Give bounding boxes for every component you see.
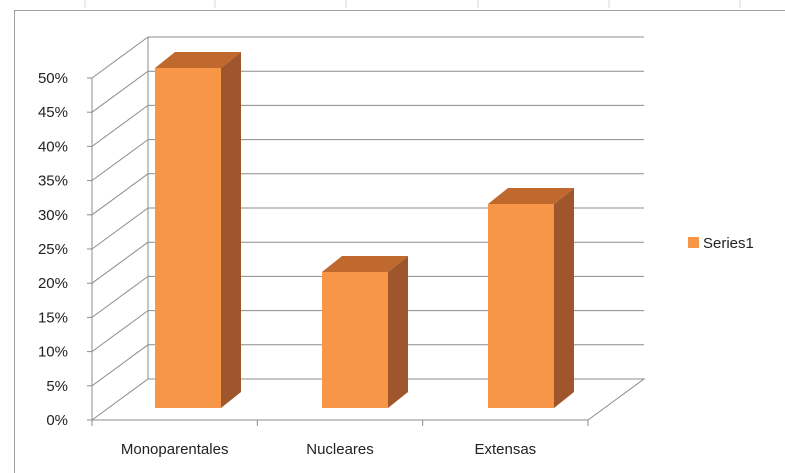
y-tick-label: 45% bbox=[38, 104, 68, 121]
bar-top-face bbox=[488, 188, 574, 204]
gridline-side bbox=[91, 310, 149, 353]
gridline-side bbox=[91, 275, 149, 318]
x-category-label: Extensas bbox=[474, 441, 536, 458]
bar-side-face bbox=[554, 188, 574, 408]
bar-front-face bbox=[488, 204, 554, 408]
spreadsheet-background bbox=[0, 0, 785, 10]
bar-top-face bbox=[155, 52, 241, 68]
y-tick-label: 25% bbox=[38, 241, 68, 258]
gridline-side bbox=[91, 241, 149, 284]
legend[interactable]: Series1 bbox=[688, 235, 754, 252]
legend-swatch-series1 bbox=[688, 237, 699, 248]
y-tick-label: 15% bbox=[38, 309, 68, 326]
gridline-side bbox=[91, 173, 149, 216]
y-tick-label: 50% bbox=[38, 70, 68, 87]
gridline-side bbox=[91, 139, 149, 182]
legend-label-series1: Series1 bbox=[703, 235, 754, 252]
bar-monoparentales bbox=[155, 52, 241, 408]
y-axis-tick-labels: 0% 5% 10% 15% 20% 25% 30% 35% 40% 45% 50% bbox=[38, 70, 68, 429]
gridline-side bbox=[91, 344, 149, 387]
y-tick-label: 5% bbox=[46, 378, 68, 395]
y-tick-label: 40% bbox=[38, 138, 68, 155]
bar-extensas bbox=[488, 188, 574, 408]
bar-top-face bbox=[322, 256, 408, 272]
gridline-side bbox=[91, 207, 149, 250]
y-tick-label: 20% bbox=[38, 275, 68, 292]
x-category-label: Nucleares bbox=[306, 441, 374, 458]
bar-front-face bbox=[155, 68, 221, 408]
bar-nucleares bbox=[322, 256, 408, 408]
gridline-side bbox=[91, 70, 149, 113]
bar-front-face bbox=[322, 272, 388, 408]
bars bbox=[155, 52, 574, 408]
sheet-gridlines bbox=[84, 0, 741, 8]
bar-side-face bbox=[221, 52, 241, 408]
x-axis-category-labels: Monoparentales Nucleares Extensas bbox=[121, 441, 536, 458]
gridline-side bbox=[91, 104, 149, 147]
y-tick-label: 35% bbox=[38, 173, 68, 190]
x-category-label: Monoparentales bbox=[121, 441, 229, 458]
y-tick-label: 0% bbox=[46, 412, 68, 429]
gridline-side bbox=[91, 36, 149, 79]
bar-side-face bbox=[388, 256, 408, 408]
y-tick-label: 30% bbox=[38, 207, 68, 224]
y-tick-label: 10% bbox=[38, 344, 68, 361]
